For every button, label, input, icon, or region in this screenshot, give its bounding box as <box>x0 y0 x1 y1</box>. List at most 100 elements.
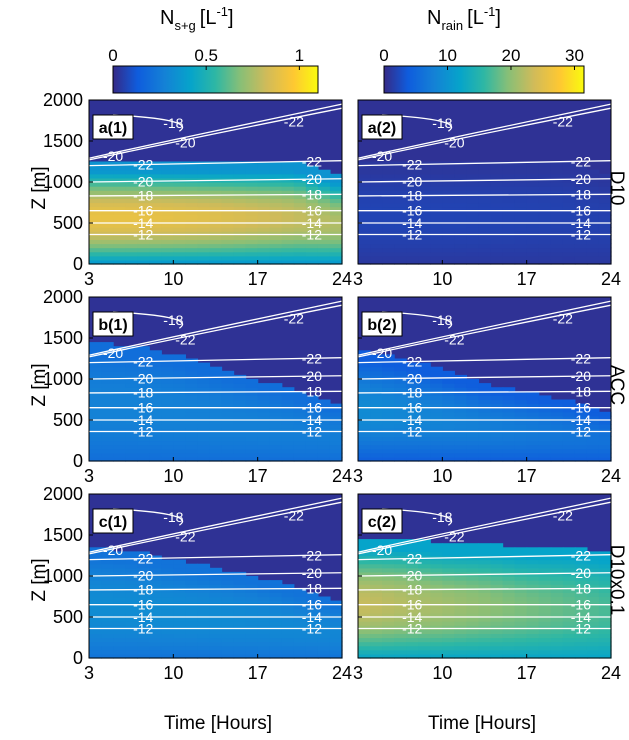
heatmap-cell <box>245 415 259 421</box>
heatmap-cell <box>358 592 371 598</box>
heatmap-cell <box>502 214 516 220</box>
heatmap-cell <box>406 584 419 589</box>
heatmap-cell <box>89 600 102 606</box>
heatmap-cell <box>149 354 162 360</box>
heatmap-cell <box>161 362 174 368</box>
heatmap-cell <box>370 444 383 450</box>
heatmap-cell <box>209 653 223 659</box>
heatmap-cell <box>514 448 528 454</box>
heatmap-cell <box>209 629 223 634</box>
heatmap-cell <box>89 448 102 454</box>
heatmap-cell <box>394 411 407 417</box>
heatmap-cell <box>317 214 331 220</box>
heatmap-cell <box>89 456 102 462</box>
heatmap-cell <box>125 202 138 208</box>
heatmap-cell <box>454 194 468 199</box>
heatmap-cell <box>358 641 371 647</box>
heatmap-cell <box>526 395 540 401</box>
heatmap-cell <box>89 354 102 360</box>
heatmap-cell <box>550 218 564 224</box>
heatmap-cell <box>317 621 331 626</box>
heatmap-cell <box>89 407 102 413</box>
heatmap-cell <box>418 247 431 253</box>
heatmap-cell <box>454 255 468 261</box>
heatmap-cell <box>418 641 431 647</box>
heatmap-cell <box>281 592 295 598</box>
heatmap-cell <box>137 424 150 429</box>
heatmap-cell <box>125 580 138 585</box>
heatmap-cell <box>430 645 443 651</box>
heatmap-cell <box>149 424 162 429</box>
heatmap-cell <box>125 407 138 413</box>
heatmap-cell <box>382 243 395 249</box>
heatmap-cell <box>502 649 516 655</box>
heatmap-cell <box>430 448 443 454</box>
heatmap-cell <box>478 190 492 195</box>
heatmap-cell <box>269 202 283 208</box>
heatmap-cell <box>317 415 331 421</box>
heatmap-cell <box>406 251 419 257</box>
heatmap-cell <box>125 571 138 577</box>
heatmap-cell <box>382 637 395 643</box>
heatmap-cell <box>101 374 114 380</box>
heatmap-cell <box>466 182 480 187</box>
heatmap-cell <box>466 411 480 417</box>
heatmap-cell <box>538 223 552 228</box>
heatmap-cell <box>466 218 480 224</box>
heatmap-cell <box>161 608 174 614</box>
heatmap-cell <box>382 383 395 388</box>
heatmap-cell <box>394 596 407 602</box>
heatmap-cell <box>406 649 419 655</box>
heatmap-cell <box>502 415 516 421</box>
heatmap-cell <box>586 190 600 195</box>
heatmap-cell <box>466 621 480 626</box>
heatmap-cell <box>502 424 516 429</box>
heatmap-cell <box>490 169 504 175</box>
heatmap-cell <box>394 169 407 175</box>
heatmap-cell <box>514 440 528 446</box>
heatmap-cell <box>574 428 588 433</box>
heatmap-cell <box>269 649 283 655</box>
heatmap-cell <box>370 604 383 610</box>
heatmap-cell <box>305 407 319 413</box>
heatmap-cell <box>490 424 504 429</box>
y-tick-label: 500 <box>53 213 83 233</box>
heatmap-cell <box>550 420 564 425</box>
heatmap-cell <box>137 420 150 425</box>
heatmap-cell <box>245 617 259 622</box>
heatmap-cell <box>394 633 407 639</box>
heatmap-cell <box>586 617 600 622</box>
heatmap-cell <box>89 584 102 589</box>
heatmap-cell <box>502 169 516 175</box>
heatmap-cell <box>245 420 259 425</box>
y-axis-label-row-3: Z [m] <box>29 558 50 601</box>
heatmap-cell <box>89 358 102 364</box>
heatmap-cell <box>370 600 383 606</box>
heatmap-cell <box>514 592 528 598</box>
contour-label: -14 <box>302 215 322 231</box>
heatmap-cell <box>358 210 371 216</box>
heatmap-cell <box>185 218 199 224</box>
heatmap-cell <box>209 182 223 187</box>
heatmap-cell <box>185 243 199 249</box>
heatmap-cell <box>406 600 419 606</box>
heatmap-cell <box>454 239 468 245</box>
heatmap-cell <box>454 584 468 589</box>
heatmap-cell <box>418 186 431 191</box>
heatmap-cell <box>281 604 295 610</box>
heatmap-cell <box>329 202 343 208</box>
contour-label: -12 <box>402 620 422 636</box>
heatmap-cell <box>137 612 150 618</box>
heatmap-cell <box>329 452 343 458</box>
heatmap-cell <box>269 161 283 167</box>
heatmap-cell <box>281 251 295 257</box>
heatmap-cell <box>382 596 395 602</box>
heatmap-cell <box>317 440 331 446</box>
heatmap-cell <box>245 214 259 220</box>
heatmap-cell <box>574 559 588 565</box>
heatmap-cell <box>394 198 407 204</box>
heatmap-cell <box>209 596 223 602</box>
heatmap-cell <box>550 621 564 626</box>
heatmap-cell <box>329 456 343 462</box>
contour-label: -22 <box>553 310 573 326</box>
